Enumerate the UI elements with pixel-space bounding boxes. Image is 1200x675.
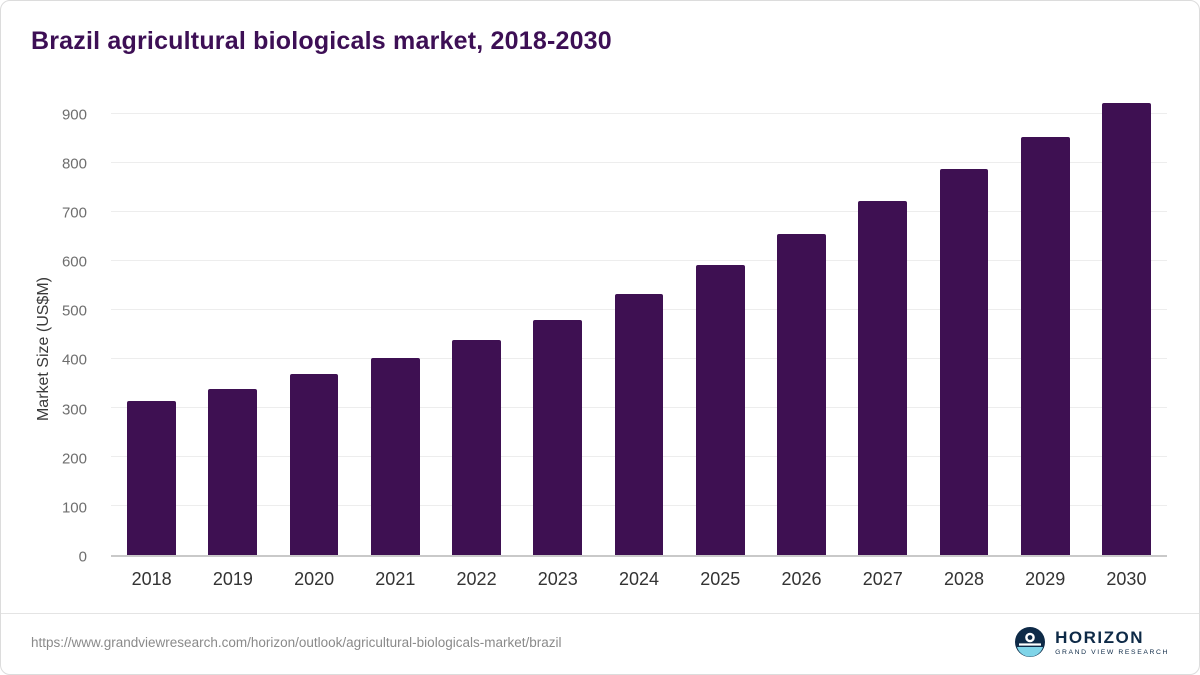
x-tick-label-2029: 2029 xyxy=(1025,569,1066,589)
x-tick-label-2018: 2018 xyxy=(131,569,172,589)
bars xyxy=(111,90,1167,555)
bar-2028 xyxy=(939,168,989,555)
bar-2021 xyxy=(370,358,420,555)
bar-slot-2020 xyxy=(273,90,354,555)
horizon-logo-text: HORIZON GRAND VIEW RESEARCH xyxy=(1055,629,1169,656)
footer: https://www.grandviewresearch.com/horizo… xyxy=(1,613,1199,674)
bar-slot-2023 xyxy=(517,90,598,555)
bar-2027 xyxy=(858,200,908,555)
y-tick-label: 900 xyxy=(61,106,87,124)
gridline xyxy=(111,113,1167,115)
source-url: https://www.grandviewresearch.com/horizo… xyxy=(31,634,562,650)
x-tick-label-2020: 2020 xyxy=(294,569,335,589)
gridline xyxy=(111,260,1167,262)
bar-2026 xyxy=(777,234,826,555)
y-tick-label: 500 xyxy=(61,302,87,320)
x-tick-label-2024: 2024 xyxy=(619,569,660,589)
bar-2024 xyxy=(614,294,664,555)
bar-slot-2027 xyxy=(842,90,923,555)
x-axis-labels: 2018 2019 2020 2021 2022 2023 2024 2025 2026 2027… xyxy=(111,569,1167,599)
y-tick-label: 400 xyxy=(61,351,87,369)
bar-2018 xyxy=(127,400,176,555)
x-tick-label-2023: 2023 xyxy=(537,569,578,589)
bar-slot-2021 xyxy=(355,90,436,555)
bar-slot-2022 xyxy=(436,90,517,555)
bar-chart: Market Size (US$M) 0 100 200 300 400 500 600 70… xyxy=(29,76,1171,605)
bar-2029 xyxy=(1020,136,1070,555)
x-tick-label-2021: 2021 xyxy=(375,569,416,589)
horizon-logo: HORIZON GRAND VIEW RESEARCH xyxy=(1014,626,1169,658)
bar-2020 xyxy=(289,374,339,555)
x-tick-label-2025: 2025 xyxy=(700,569,741,589)
x-tick-label-2022: 2022 xyxy=(456,569,497,589)
y-tick-label: 800 xyxy=(61,155,87,173)
bar-slot-2029 xyxy=(1005,90,1086,555)
y-tick-label: 700 xyxy=(61,204,87,222)
y-tick-label: 100 xyxy=(61,499,87,517)
x-tick-label-2027: 2027 xyxy=(862,569,903,589)
x-tick-label-2030: 2030 xyxy=(1106,569,1147,589)
x-tick-label-2026: 2026 xyxy=(781,569,822,589)
y-tick-label: 0 xyxy=(78,548,87,566)
bar-2030 xyxy=(1102,103,1151,555)
bar-slot-2019 xyxy=(192,90,273,555)
x-tick-label-2028: 2028 xyxy=(943,569,984,589)
plot-area xyxy=(111,90,1167,557)
x-tick-label-2019: 2019 xyxy=(212,569,253,589)
y-tick-label: 600 xyxy=(61,253,87,271)
bar-slot-2025 xyxy=(680,90,761,555)
bar-slot-2024 xyxy=(598,90,679,555)
bar-2019 xyxy=(208,388,258,555)
page-title: Brazil agricultural biologicals market, … xyxy=(31,27,612,55)
logo-subtitle: GRAND VIEW RESEARCH xyxy=(1055,648,1169,656)
gridline xyxy=(111,211,1167,213)
horizon-logo-icon xyxy=(1015,627,1046,657)
logo-title: HORIZON xyxy=(1055,627,1145,647)
bar-slot-2028 xyxy=(923,90,1004,555)
y-axis-ticks: 0 100 200 300 400 500 600 700 800 900 xyxy=(29,90,101,565)
bar-2023 xyxy=(533,320,583,555)
bar-slot-2018 xyxy=(111,90,192,555)
bar-slot-2030 xyxy=(1086,90,1167,555)
y-tick-label: 200 xyxy=(61,450,87,468)
bar-2022 xyxy=(452,340,501,555)
y-tick-label: 300 xyxy=(61,401,87,419)
gridline xyxy=(111,162,1167,164)
bar-2025 xyxy=(695,264,745,555)
bar-slot-2026 xyxy=(761,90,842,555)
